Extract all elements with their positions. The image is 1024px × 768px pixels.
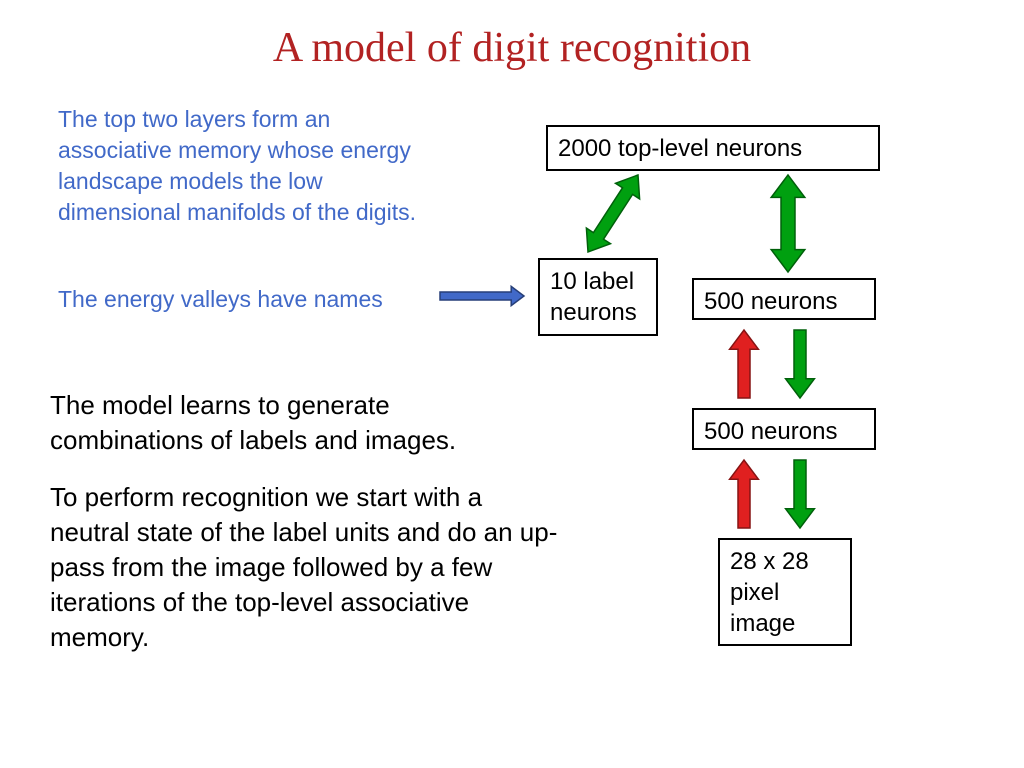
arrow-h2-up <box>730 460 759 528</box>
arrow-h1-down <box>786 330 815 398</box>
arrow-top-to-labels <box>586 175 639 252</box>
diagram-arrows <box>0 0 1024 768</box>
arrow-h2-down <box>786 460 815 528</box>
arrow-names-pointer <box>440 286 524 305</box>
arrow-h1-up <box>730 330 759 398</box>
arrow-top-to-h1 <box>771 175 805 272</box>
